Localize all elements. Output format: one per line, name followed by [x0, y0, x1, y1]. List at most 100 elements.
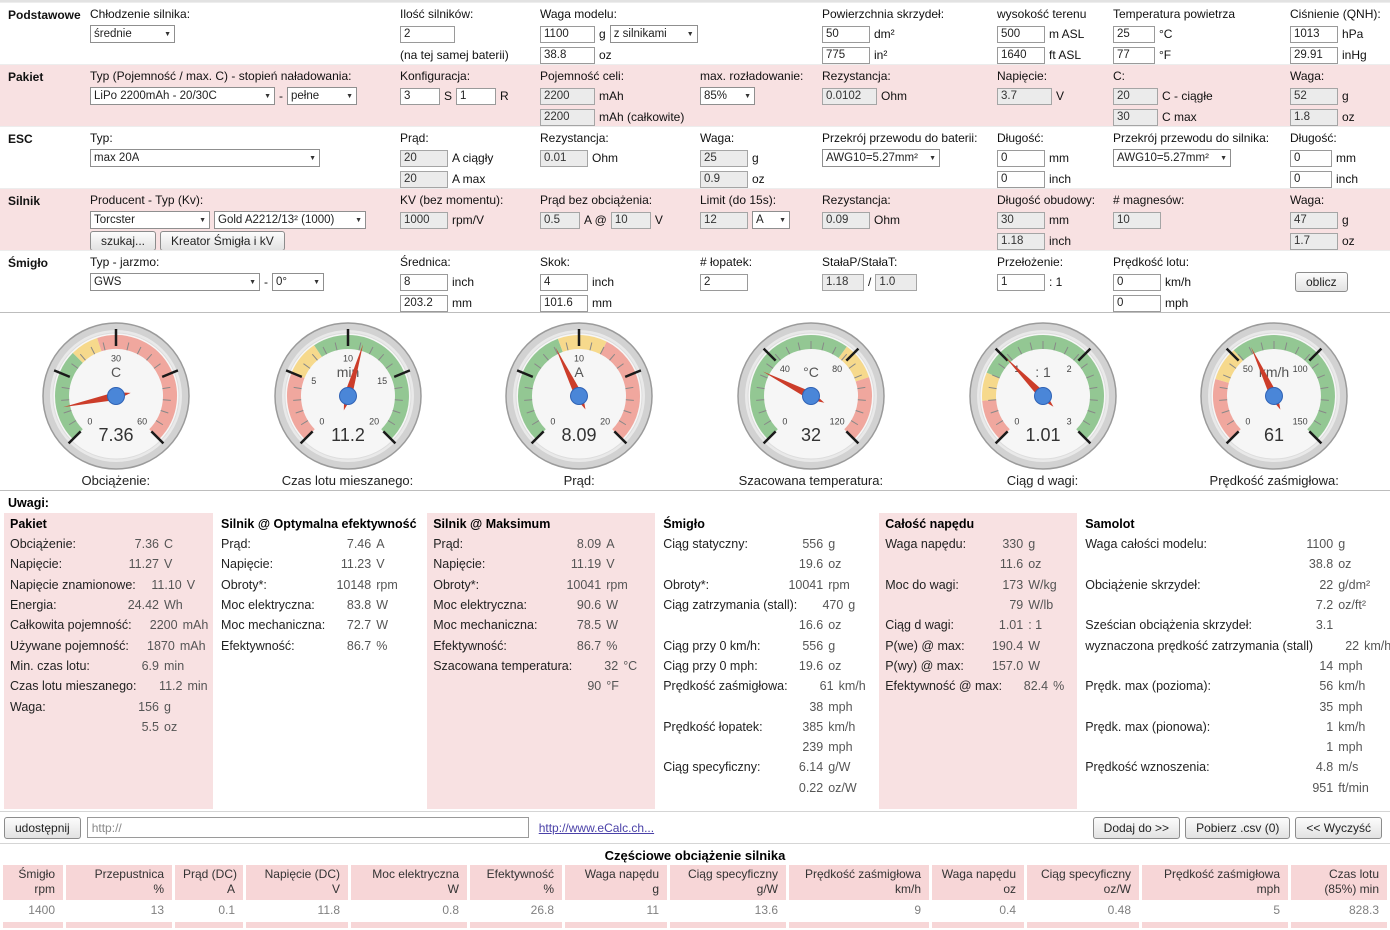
input-ciśnienie-qnh[interactable]	[1290, 25, 1338, 43]
load-table-header-cell: Prędkość zaśmigłowa km/h	[789, 865, 929, 900]
partial-header-cell	[670, 922, 786, 928]
section-label-silnik: Silnik	[8, 194, 41, 208]
result-label: Obciążenie skrzydeł:	[1085, 577, 1201, 592]
input-konfiguracja[interactable]	[400, 87, 440, 105]
input-wysokość-terenu[interactable]	[997, 46, 1045, 64]
group-prędkość-lotu: Prędkość lotu: km/h mph	[1113, 255, 1191, 312]
select-typ-jarzmo[interactable]: 0° ▼	[272, 273, 324, 291]
select-value: A	[756, 214, 764, 226]
select-przekrój-przewodu-do-silnika[interactable]: AWG10=5.27mm² ▼	[1113, 149, 1231, 167]
results-title: Całość napędu	[885, 517, 975, 531]
unit-label: inch	[1049, 234, 1072, 248]
field-line: oz	[1290, 108, 1355, 126]
group-powierzchnia-skrzydeł: Powierzchnia skrzydeł: dm² in²	[822, 7, 944, 64]
input-temperatura-powietrza[interactable]	[1113, 25, 1155, 43]
load-table-header-cell: Prędkość zaśmigłowa mph	[1142, 865, 1288, 900]
select-limit-do-15s[interactable]: A ▼	[752, 211, 790, 229]
readonly-prąd	[400, 170, 448, 188]
select-typ-pojemność-max-c-stopień-naładowania[interactable]: pełne ▼	[287, 87, 357, 105]
button-szukaj[interactable]: szukaj...	[90, 231, 157, 251]
readonly-rezystancja	[822, 211, 870, 229]
input-łopatek[interactable]	[700, 273, 748, 291]
header-line1: Prędkość zaśmigłowa	[1163, 867, 1280, 881]
select-chłodzenie-silnika[interactable]: średnie ▼	[90, 25, 175, 43]
field-line: mAh	[540, 87, 684, 105]
result-unit: km/h	[828, 719, 856, 734]
group-ciśnienie-qnh: Ciśnienie (QNH): hPa inHg	[1290, 7, 1381, 64]
load-table-cell: 0.4	[932, 902, 1024, 920]
input-powierzchnia-skrzydeł[interactable]	[822, 25, 870, 43]
result-unit: oz/ft²	[1338, 598, 1367, 613]
input-ciśnienie-qnh[interactable]	[1290, 46, 1338, 64]
download-csv-button[interactable]: Pobierz .csv (0)	[1185, 816, 1291, 839]
select-producent-typ-kv[interactable]: Torcster ▼	[90, 211, 210, 229]
gauge-tick-label: 40	[780, 364, 790, 374]
select-typ-jarzmo[interactable]: GWS ▼	[90, 273, 260, 291]
field-line: inch	[540, 273, 614, 291]
select-typ-pojemność-max-c-stopień-naładowania[interactable]: LiPo 2200mAh - 20/30C ▼	[90, 87, 275, 105]
result-row: Napięcie: 11.23 V	[221, 554, 419, 574]
gauge-caption: Obciążenie:	[81, 473, 151, 488]
load-table-header-cell: Ciąg specyficzny oz/W	[1027, 865, 1139, 900]
input-średnica[interactable]	[400, 294, 448, 312]
readonly-c	[1113, 108, 1158, 126]
result-row: Moc elektryczna: 90.6 W	[433, 595, 649, 615]
field-line: Ohm	[822, 87, 907, 105]
select-value: Gold A2212/13² (1000)	[218, 214, 335, 226]
result-unit: g	[1338, 537, 1346, 552]
input-skok[interactable]	[540, 273, 588, 291]
unit-label: mm	[1049, 213, 1069, 227]
input-przełożenie[interactable]	[997, 273, 1045, 291]
input-długość[interactable]	[997, 170, 1045, 188]
select-max-rozładowanie[interactable]: 85% ▼	[700, 87, 755, 105]
input-długość[interactable]	[1290, 149, 1332, 167]
field-line: ft ASL	[997, 46, 1086, 64]
readonly-rezystancja	[822, 87, 877, 105]
field-line: AWG10=5.27mm² ▼	[1113, 149, 1269, 167]
select-waga-modelu[interactable]: z silnikami ▼	[609, 25, 698, 43]
header-line2: V	[331, 882, 340, 896]
input-skok[interactable]	[540, 294, 588, 312]
input-wysokość-terenu[interactable]	[997, 25, 1045, 43]
input-powierzchnia-skrzydeł[interactable]	[822, 46, 870, 64]
result-unit: W/kg	[1028, 577, 1057, 592]
unit-label: Ohm	[881, 89, 908, 103]
input-średnica[interactable]	[400, 273, 448, 291]
unit-label: inch	[1336, 172, 1359, 186]
select-typ[interactable]: max 20A ▼	[90, 149, 320, 167]
input-prędkość-lotu[interactable]	[1113, 294, 1161, 312]
ecalc-link[interactable]: http://www.eCalc.ch...	[538, 820, 655, 835]
input-ilość-silników[interactable]	[400, 25, 455, 43]
input-długość[interactable]	[1290, 170, 1332, 188]
gauge-zone-red	[286, 372, 315, 440]
result-row: Efektywność @ max: 82.4%	[885, 676, 1071, 696]
result-label: Prędkość łopatek:	[663, 719, 763, 734]
add-to-button[interactable]: Dodaj do >>	[1092, 816, 1181, 839]
result-label: Obroty*:	[221, 577, 267, 592]
header-line2: %	[153, 882, 164, 896]
button-kreator-śmigła-i-kv[interactable]: Kreator Śmigła i kV	[160, 231, 285, 251]
input-prędkość-lotu[interactable]	[1113, 273, 1161, 291]
result-value: 56	[1319, 679, 1334, 694]
result-value: 61	[819, 679, 834, 694]
header-line1: Efektywność	[486, 867, 554, 881]
gauge-unit: : 1	[1035, 364, 1051, 380]
clear-button[interactable]: << Wyczyść	[1295, 816, 1382, 839]
input-waga-modelu[interactable]	[540, 25, 595, 43]
share-button[interactable]: udostępnij	[4, 816, 81, 839]
input-konfiguracja[interactable]	[456, 87, 497, 105]
input-długość[interactable]	[997, 149, 1045, 167]
share-url-input[interactable]	[86, 817, 529, 838]
header-line1: Prędkość zaśmigłowa	[804, 867, 921, 881]
input-waga-modelu[interactable]	[540, 46, 595, 64]
select-przekrój-przewodu-do-baterii[interactable]: AWG10=5.27mm² ▼	[822, 149, 940, 167]
result-unit: km/h	[1338, 679, 1366, 694]
result-unit: C	[164, 537, 174, 552]
result-unit: oz	[828, 618, 842, 633]
button-oblicz[interactable]: oblicz	[1295, 272, 1348, 292]
select-producent-typ-kv[interactable]: Gold A2212/13² (1000) ▼	[214, 211, 366, 229]
unit-label: (na tej samej baterii)	[400, 48, 509, 62]
field-label: Rezystancja:	[540, 131, 609, 145]
input-temperatura-powietrza[interactable]	[1113, 46, 1155, 64]
